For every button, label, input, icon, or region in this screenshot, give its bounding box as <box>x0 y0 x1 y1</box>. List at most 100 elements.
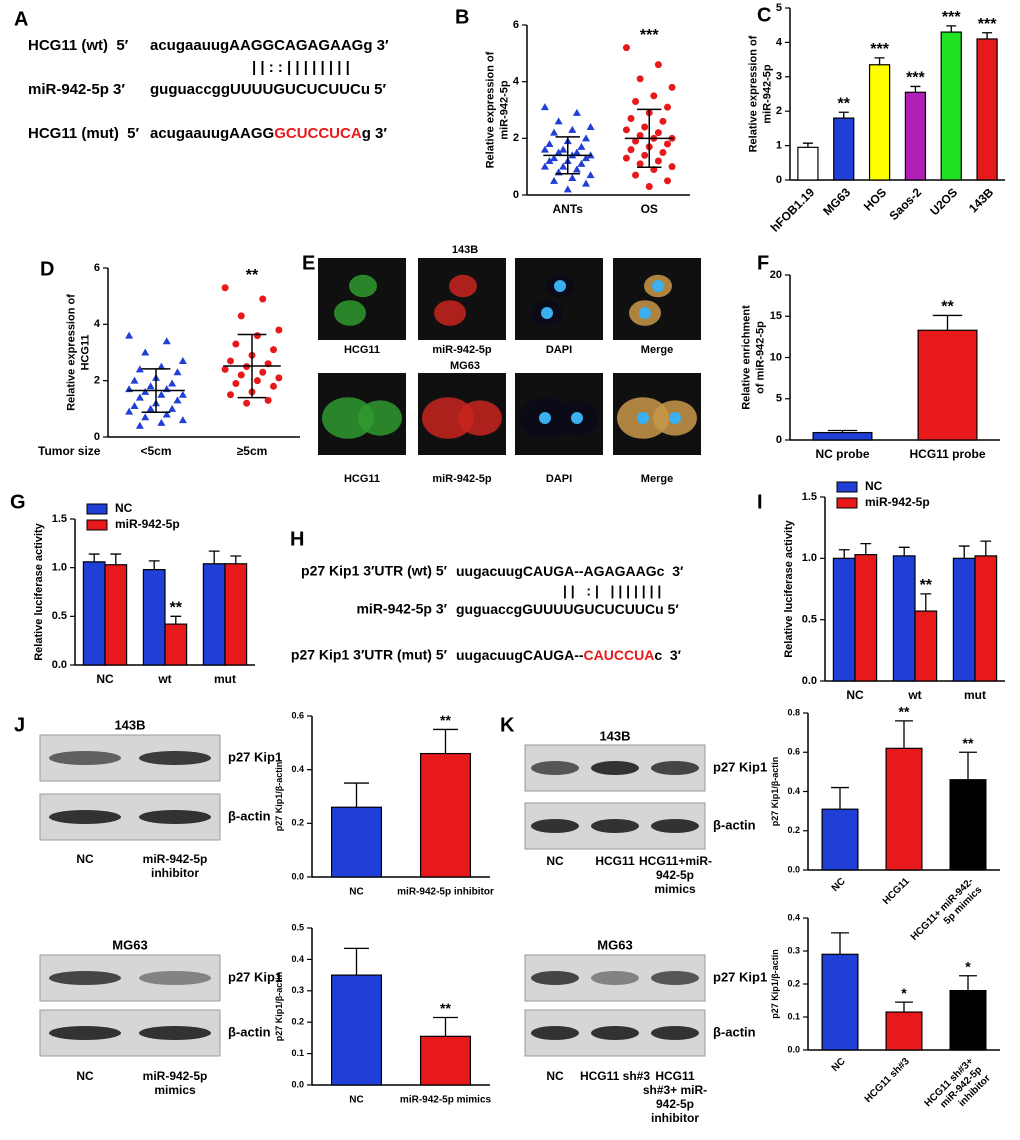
error-bar <box>802 142 813 148</box>
error-bar <box>932 314 963 331</box>
x-tick-label: NC <box>846 688 864 702</box>
point <box>168 379 177 387</box>
point <box>568 174 577 181</box>
sequence-part: 5′ <box>370 81 387 98</box>
image-title: MG63 <box>450 360 480 372</box>
legend-label: NC <box>115 501 133 515</box>
error-bar <box>946 25 957 33</box>
error-bar <box>982 32 993 39</box>
sequence-part: guguaccggUUUUGUCUCUUCu <box>150 81 370 98</box>
bar <box>949 779 987 871</box>
sequence-part: uugacuugCAUGA--AGAGAAGc <box>456 563 665 579</box>
bar <box>202 563 226 666</box>
legend-label: NC <box>865 479 883 493</box>
y-tick-label: 20 <box>770 269 782 281</box>
band-label: β-actin <box>713 817 756 832</box>
bar <box>330 974 383 1086</box>
point <box>636 132 644 139</box>
point <box>563 185 572 193</box>
point <box>259 295 267 303</box>
y-tick-label: 0.6 <box>787 747 800 757</box>
point <box>264 396 272 404</box>
point <box>275 374 283 382</box>
y-tick-label: 6 <box>94 262 100 274</box>
error-bar <box>958 545 970 559</box>
point <box>627 146 635 154</box>
y-tick-label: 0.2 <box>787 978 800 988</box>
error-bar <box>208 550 220 564</box>
band <box>531 819 579 833</box>
band <box>591 1026 639 1040</box>
sd-bar <box>637 108 662 168</box>
band <box>531 761 579 775</box>
cell <box>349 274 377 298</box>
y-tick-label: 4 <box>776 36 783 48</box>
point <box>650 92 658 100</box>
sequence-label: miR-942-5p 3′ <box>356 601 447 617</box>
error-bar <box>920 593 932 612</box>
point <box>632 171 640 179</box>
point <box>173 396 182 404</box>
y-tick-label: 0 <box>513 189 519 201</box>
nucleus <box>539 412 551 424</box>
band-label: p27 Kip1 <box>713 759 767 774</box>
point <box>664 177 672 185</box>
significance: * <box>965 958 971 974</box>
error-bar <box>898 546 910 556</box>
point <box>582 134 591 142</box>
y-tick-label: 0.5 <box>52 610 67 622</box>
bar <box>419 1035 472 1086</box>
point <box>130 376 139 384</box>
nucleus <box>541 307 553 319</box>
point <box>586 171 595 179</box>
band <box>49 751 121 765</box>
y-tick-label: 0.3 <box>291 985 304 995</box>
point <box>243 399 251 407</box>
x-tick-label: wt <box>907 688 921 702</box>
legend-label: miR-942-5p <box>115 517 180 531</box>
lane-label: HCG11 <box>595 854 635 868</box>
significance: ** <box>963 735 974 751</box>
x-tick-label: mut <box>964 688 986 702</box>
significance: *** <box>978 16 997 33</box>
bar <box>797 146 819 181</box>
point <box>622 154 630 162</box>
panel-label: D <box>40 258 54 280</box>
legend-swatch <box>86 503 108 515</box>
bar <box>892 555 916 682</box>
point <box>545 140 554 147</box>
error-bar <box>88 553 100 562</box>
y-tick-label: 5 <box>776 2 782 14</box>
point <box>253 332 261 340</box>
x-tick-label: miR-942-5p inhibitor <box>397 887 494 898</box>
y-axis-label: miR-942-5p <box>498 80 510 140</box>
point <box>554 117 563 125</box>
x-tick-label: NC <box>96 672 114 686</box>
significance: ** <box>838 95 851 112</box>
image-label: HCG11 <box>344 473 380 485</box>
y-tick-label: 1.5 <box>52 513 67 525</box>
point <box>259 368 267 376</box>
nucleus <box>571 412 583 424</box>
y-tick-label: 3 <box>776 71 782 83</box>
lane-label: NC <box>546 1069 564 1083</box>
x-tick-label: ≥5cm <box>237 444 268 458</box>
error-bar <box>959 975 977 991</box>
lane-label: NC <box>76 852 94 866</box>
y-axis-label: p27 Kip1/β-actin <box>770 949 780 1019</box>
x-tick-label: NC probe <box>816 447 870 461</box>
point <box>641 123 649 131</box>
x-tick-label: HCG11 probe <box>909 447 985 461</box>
point <box>237 312 245 320</box>
point <box>157 362 166 370</box>
significance: *** <box>942 9 961 26</box>
y-tick-label: 1.0 <box>802 552 817 564</box>
bar <box>812 431 873 441</box>
micrograph <box>318 258 406 340</box>
bar <box>224 563 248 666</box>
band <box>49 1026 121 1040</box>
band <box>651 971 699 985</box>
error-bar <box>874 57 885 65</box>
point <box>125 407 134 415</box>
error-bar <box>860 542 872 555</box>
